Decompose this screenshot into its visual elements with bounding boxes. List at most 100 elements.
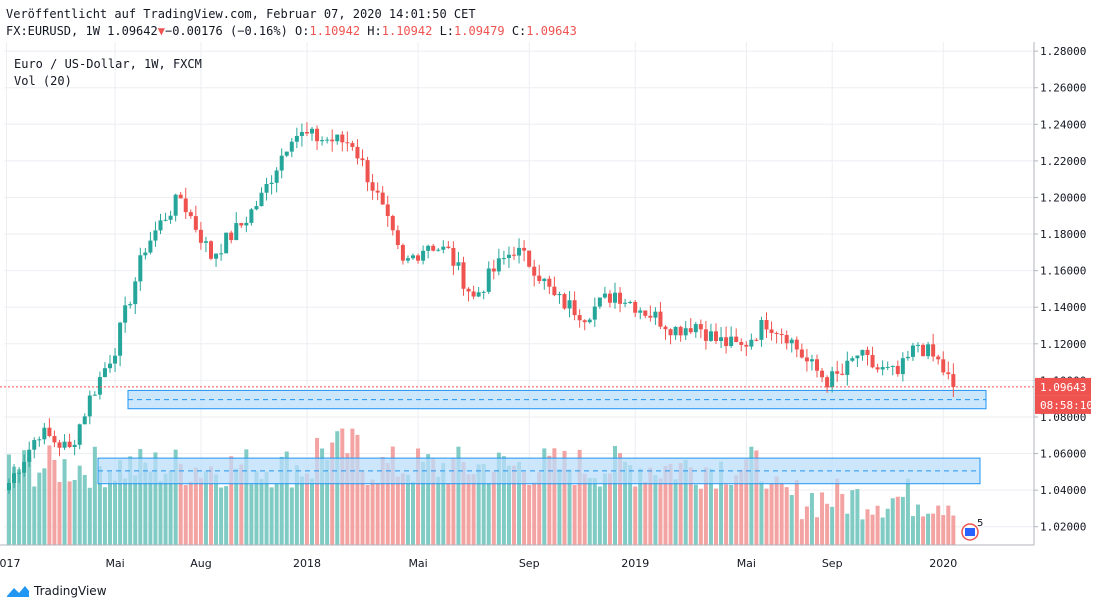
price-tick-label: 1.12000 xyxy=(1040,338,1086,351)
candle-body xyxy=(158,220,163,231)
volume-bar xyxy=(32,486,37,545)
volume-bar xyxy=(461,462,466,545)
volume-bar xyxy=(663,465,668,545)
candle-body xyxy=(269,182,274,185)
close-value: 1.09643 xyxy=(526,24,577,38)
candle-body xyxy=(582,320,587,323)
footer[interactable]: TradingView xyxy=(6,584,107,598)
volume-bar xyxy=(693,484,698,545)
volume-bar xyxy=(279,456,284,545)
price-badge-label: 1.09643 xyxy=(1040,381,1086,394)
candle-body xyxy=(340,134,345,143)
volume-bar xyxy=(209,466,213,545)
instrument-label: Euro / US-Dollar, 1W, FXCM xyxy=(14,57,202,71)
candle-body xyxy=(547,278,552,287)
volume-bar xyxy=(890,498,895,545)
candle-body xyxy=(214,253,219,259)
support-zones xyxy=(97,389,987,485)
volume-bar xyxy=(224,486,229,545)
volume-bar xyxy=(259,478,264,545)
volume-bar xyxy=(552,448,557,545)
candle-body xyxy=(900,358,905,375)
volume-bar xyxy=(476,464,481,545)
candle-body xyxy=(532,266,537,276)
candle-body xyxy=(37,439,42,441)
volume-bar xyxy=(532,482,537,545)
price-chart[interactable]: 1.020001.040001.060001.080001.100001.120… xyxy=(0,42,1100,577)
candle-body xyxy=(365,160,370,183)
candle-body xyxy=(27,449,32,462)
volume-bar xyxy=(769,483,774,545)
price-change: −0.00176 (−0.16%) xyxy=(164,24,288,38)
last-price: 1.09642 xyxy=(107,24,158,38)
volume-bar xyxy=(567,469,572,545)
volume-bar xyxy=(42,468,47,545)
volume-bar xyxy=(370,479,375,545)
volume-bar xyxy=(597,486,602,545)
candle-body xyxy=(279,155,284,171)
price-tick-label: 1.20000 xyxy=(1040,191,1086,204)
candle-body xyxy=(153,230,158,241)
price-tick-label: 1.04000 xyxy=(1040,484,1086,497)
volume-bar xyxy=(178,463,183,545)
volume-bar xyxy=(72,479,77,545)
candle-body xyxy=(638,310,643,313)
volume-bar xyxy=(87,487,92,545)
volume-bar xyxy=(815,517,819,545)
volume-bar xyxy=(880,517,885,545)
price-tick-label: 1.24000 xyxy=(1040,118,1086,131)
volume-bar xyxy=(234,468,239,545)
price-tick-label: 1.14000 xyxy=(1040,301,1086,314)
time-tick-label: Sep xyxy=(519,557,540,570)
candle-body xyxy=(845,360,850,375)
volume-bar xyxy=(113,480,118,545)
candle-body xyxy=(411,255,415,259)
candle-body xyxy=(895,365,900,375)
volume-bar xyxy=(820,492,825,545)
volume-bar xyxy=(648,467,653,545)
candle-body xyxy=(67,441,72,448)
candle-body xyxy=(905,356,910,359)
candle-body xyxy=(602,293,607,298)
candle-body xyxy=(577,315,582,321)
ohlc-line: FX:EURUSD, 1W 1.09642▼−0.00176 (−0.16%) … xyxy=(6,23,577,40)
candle-body xyxy=(466,288,471,292)
volume-bar xyxy=(294,465,299,545)
candle-body xyxy=(188,212,193,217)
volume-bar xyxy=(451,457,456,545)
candle-body xyxy=(714,331,718,342)
volume-bar xyxy=(375,482,380,545)
volume-bar xyxy=(365,484,370,545)
volume-bar xyxy=(395,476,400,545)
candle-body xyxy=(744,344,749,347)
candle-body xyxy=(769,329,774,333)
volume-bar xyxy=(421,461,426,545)
price-badge xyxy=(1035,377,1091,396)
candle-body xyxy=(512,254,516,256)
volume-bar xyxy=(264,471,269,545)
candle-body xyxy=(264,184,269,193)
candle-body xyxy=(77,424,82,445)
volume-bar xyxy=(102,487,107,545)
volume-bar xyxy=(779,482,784,545)
volume-bar xyxy=(683,459,688,545)
volume-bar xyxy=(496,452,501,545)
price-tick-label: 1.06000 xyxy=(1040,448,1086,461)
candle-body xyxy=(431,245,436,251)
volume-bar xyxy=(658,478,663,545)
candle-body xyxy=(299,131,304,136)
candle-body xyxy=(623,302,628,304)
candle-body xyxy=(259,192,264,207)
volume-bar xyxy=(27,457,32,545)
volume-bar xyxy=(138,449,143,545)
volume-bar xyxy=(345,453,350,545)
candle-body xyxy=(486,268,491,292)
candle-body xyxy=(405,258,410,261)
candle-body xyxy=(880,367,885,370)
volume-bar xyxy=(607,473,612,545)
volume-bar xyxy=(57,482,62,545)
volume-bar xyxy=(577,449,582,545)
price-tick-label: 1.02000 xyxy=(1040,521,1086,534)
time-tick-label: Mai xyxy=(737,557,756,570)
candle-body xyxy=(708,331,713,341)
